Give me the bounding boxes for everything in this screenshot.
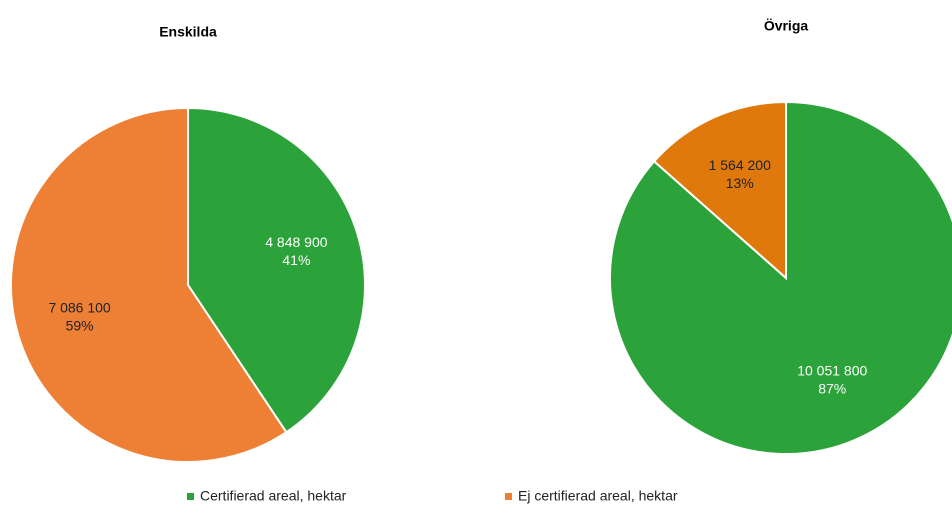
- pie-slice: [652, 100, 787, 281]
- legend-label: Ej certifierad areal, hektar: [518, 488, 678, 504]
- chart-title: Övriga: [764, 18, 809, 34]
- slice-value-label: 10 051 800: [797, 362, 867, 378]
- legend-swatch: [505, 493, 512, 500]
- slice-percent-label: 13%: [726, 175, 754, 191]
- slice-percent-label: 41%: [282, 252, 310, 268]
- slice-value-label: 1 564 200: [709, 157, 771, 173]
- slice-percent-label: 59%: [66, 318, 94, 334]
- slice-value-label: 4 848 900: [265, 234, 327, 250]
- pie-slice: [609, 100, 952, 455]
- legend-label: Certifierad areal, hektar: [200, 488, 347, 504]
- chart-title: Enskilda: [159, 24, 217, 40]
- slice-value-label: 7 086 100: [48, 300, 110, 316]
- pie-slice: [10, 106, 288, 463]
- slice-percent-label: 87%: [818, 380, 846, 396]
- legend-swatch: [187, 493, 194, 500]
